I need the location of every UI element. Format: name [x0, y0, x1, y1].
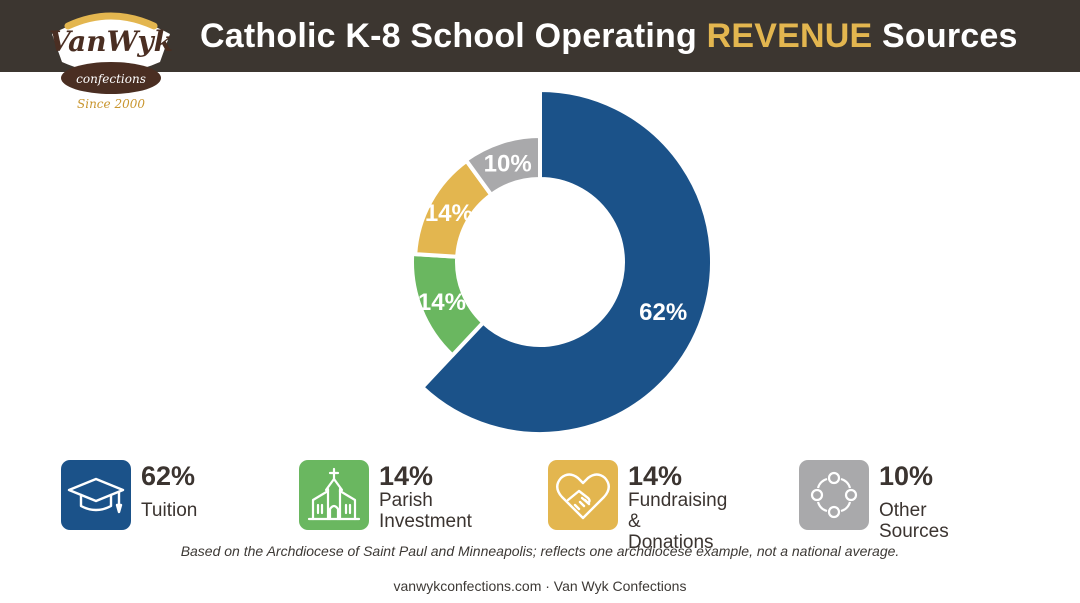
handshake-heart-icon: [548, 460, 618, 530]
legend-pct: 14%: [628, 461, 683, 491]
donut-slice-other-sources: [463, 134, 542, 197]
header-bar: Catholic K-8 School Operating REVENUE So…: [0, 0, 1080, 72]
circle-of-dots-icon: [799, 460, 869, 530]
title-part-1: Catholic K-8 School Operating: [200, 17, 707, 55]
donut-label-parish-investment: 14%: [418, 289, 466, 316]
chart-legend: 62% Tuition 14% Parish Investment: [0, 456, 1080, 553]
source-note: Based on the Archdiocese of Saint Paul a…: [180, 543, 900, 559]
logo-wordmark: VanWyk: [49, 25, 173, 58]
legend-pct: 62%: [141, 461, 196, 491]
legend-pct: 14%: [379, 461, 434, 491]
donut-label-tuition: 62%: [639, 299, 687, 326]
legend-label: Fundraising & Donations: [628, 490, 728, 553]
legend-label: Other Sources: [879, 500, 949, 542]
donut-slice-tuition: [420, 88, 714, 436]
legend-label: Parish Investment: [379, 490, 472, 532]
page-title: Catholic K-8 School Operating REVENUE So…: [200, 14, 1060, 58]
donut-label-other-sources: 10%: [484, 151, 532, 178]
donut-slice-parish-investment: [410, 251, 486, 358]
legend-pct: 10%: [879, 461, 934, 491]
footer-credit: vanwykconfections.com · Van Wyk Confecti…: [393, 578, 687, 594]
brand-logo: VanWyk confections Since 2000: [36, 4, 186, 116]
church-icon: [299, 460, 369, 530]
title-part-2: Sources: [872, 17, 1018, 55]
title-highlight: REVENUE: [706, 17, 873, 55]
revenue-donut-chart: 62% 14% 14% 10%: [364, 88, 716, 438]
logo-sub: confections: [76, 72, 146, 86]
graduation-cap-icon: [61, 460, 131, 530]
logo-since: Since 2000: [77, 97, 145, 111]
legend-label: Tuition: [141, 500, 198, 521]
donut-label-fundraising-donations: 14%: [425, 200, 473, 227]
